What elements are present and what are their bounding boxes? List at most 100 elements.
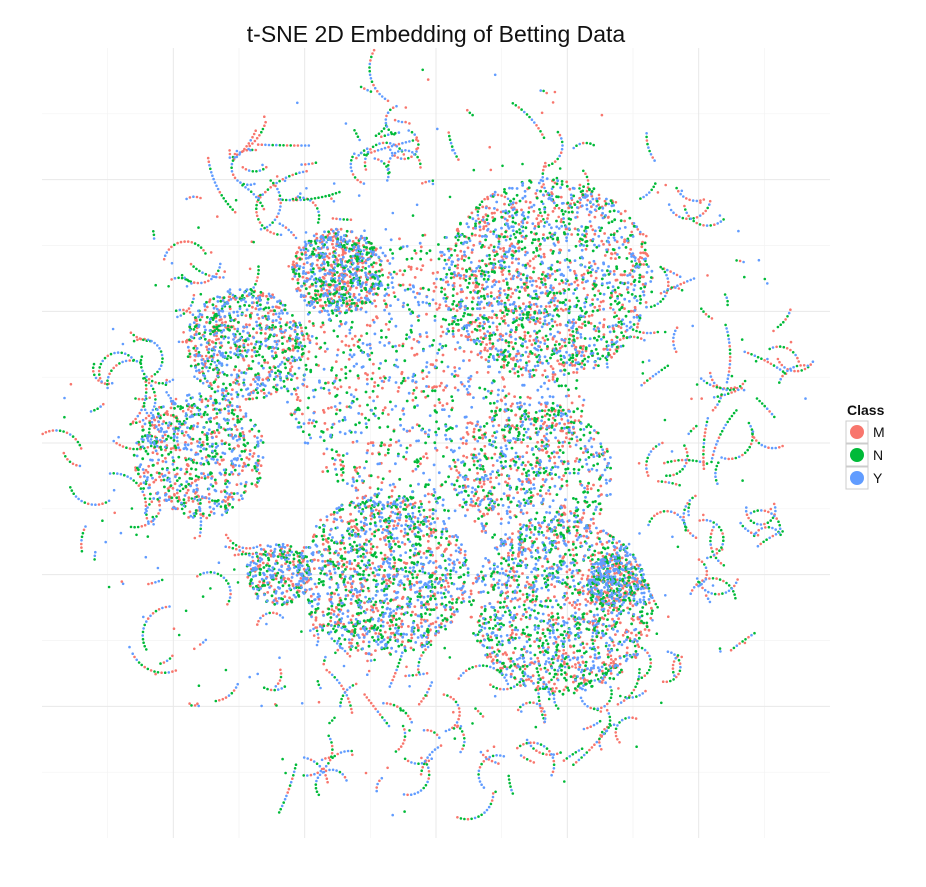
point [237, 369, 241, 372]
point [653, 514, 656, 518]
point [515, 316, 519, 319]
point [665, 291, 668, 295]
point [597, 197, 601, 200]
point [458, 710, 461, 714]
point [233, 210, 237, 214]
point [176, 241, 179, 245]
point [516, 285, 520, 289]
point [462, 454, 465, 458]
point [487, 316, 491, 319]
point [413, 276, 417, 279]
point [454, 244, 458, 248]
point [457, 717, 460, 721]
point [274, 577, 278, 581]
point [189, 410, 193, 413]
point [545, 347, 549, 351]
point [496, 193, 500, 197]
point [587, 321, 591, 325]
point [197, 478, 200, 481]
point [325, 539, 329, 543]
point [368, 358, 372, 361]
point [491, 342, 495, 346]
point [371, 52, 374, 55]
point [370, 151, 373, 154]
point [232, 689, 236, 692]
point [592, 483, 595, 487]
point [513, 440, 517, 444]
point [377, 158, 380, 161]
point [489, 618, 493, 621]
point [362, 524, 366, 528]
point [416, 139, 420, 143]
point [558, 282, 561, 286]
point [704, 427, 707, 431]
point [487, 355, 491, 359]
point [251, 142, 254, 145]
point [328, 391, 331, 395]
point [570, 233, 574, 236]
point [555, 752, 559, 756]
point [466, 817, 470, 821]
point [388, 320, 391, 324]
point [215, 435, 218, 438]
point [406, 287, 410, 291]
point [536, 685, 540, 688]
point [581, 589, 585, 593]
point [324, 774, 327, 777]
point [306, 406, 310, 410]
point [553, 682, 556, 686]
point [403, 269, 407, 273]
point [162, 257, 166, 261]
point [488, 415, 492, 419]
point [311, 162, 314, 165]
point [523, 667, 527, 671]
point [775, 517, 778, 520]
point [466, 307, 469, 310]
point [598, 304, 601, 308]
point [784, 318, 787, 321]
point [531, 594, 535, 598]
point [503, 188, 506, 191]
point [492, 486, 496, 490]
point [182, 308, 185, 312]
point [376, 384, 380, 387]
point [600, 681, 604, 684]
point [580, 361, 584, 365]
point [386, 99, 390, 103]
point [426, 394, 430, 398]
point [187, 499, 190, 502]
point [602, 335, 606, 339]
point [550, 477, 554, 481]
point [131, 420, 135, 424]
point [582, 367, 586, 370]
point [563, 422, 566, 426]
point [233, 368, 236, 372]
point [401, 273, 405, 277]
point [261, 561, 265, 565]
point [455, 309, 459, 312]
point [614, 633, 617, 636]
point [472, 427, 476, 431]
point [568, 187, 572, 191]
point [489, 402, 492, 405]
point [355, 479, 359, 483]
point [519, 617, 523, 621]
point [639, 251, 643, 255]
point [509, 659, 512, 663]
point [485, 343, 488, 346]
point [403, 738, 406, 742]
point [244, 314, 248, 317]
point [578, 318, 582, 321]
point [612, 233, 616, 237]
point [388, 624, 392, 628]
point [442, 693, 446, 696]
point [539, 242, 542, 246]
point [447, 323, 451, 326]
point [646, 474, 650, 477]
point [528, 396, 532, 400]
point [465, 456, 469, 459]
point [515, 468, 519, 472]
point [427, 546, 430, 550]
point [635, 313, 639, 317]
point [527, 411, 531, 415]
